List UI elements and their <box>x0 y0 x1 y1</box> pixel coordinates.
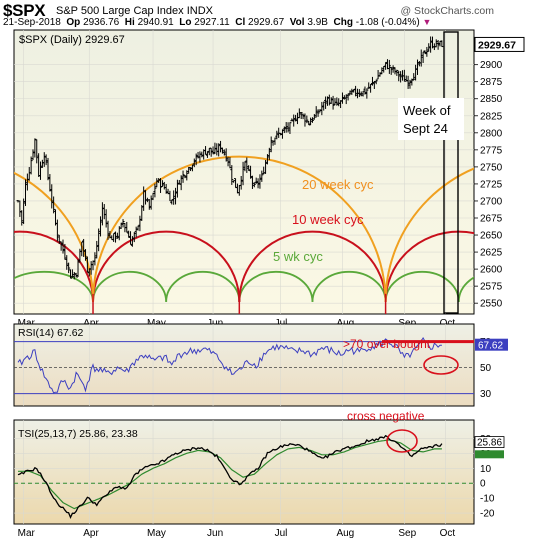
x-axis-month-label-bottom: May <box>147 528 166 539</box>
tsi-signal-line <box>18 439 442 510</box>
price-tick-label: 2575 <box>480 282 503 293</box>
price-tick-label: 2800 <box>480 128 503 139</box>
volume-label: Vol <box>289 17 305 28</box>
cycle-10wk-arc <box>14 230 95 302</box>
price-tick-label: 2700 <box>480 196 503 207</box>
volume-value: 3.9B <box>307 17 328 28</box>
change-down-icon: ▼ <box>422 17 432 27</box>
change-label: Chg <box>333 17 353 28</box>
cycle-10wk-label: 10 week cyc <box>292 212 364 227</box>
x-axis-month-label-bottom: Apr <box>83 528 99 539</box>
x-axis-month-label-bottom: Oct <box>440 528 456 539</box>
quote-date: 21-Sep-2018 <box>3 17 61 28</box>
rsi-line <box>17 337 442 394</box>
cycle-5wk-arc <box>14 271 94 302</box>
x-axis-month-label-bottom: Sep <box>398 528 416 539</box>
price-tick-label: 2550 <box>480 299 503 310</box>
symbol-title: $SPX <box>3 1 46 20</box>
cycle-10wk-arc <box>238 230 387 302</box>
sept24-label: Sept 24 <box>403 121 448 136</box>
x-axis-month-label-bottom: Mar <box>18 528 36 539</box>
cross-negative-annotation: cross negative <box>347 409 425 423</box>
tsi-signal-last-tag <box>475 450 504 459</box>
chart-header: $SPX S&P 500 Large Cap Index INDX @ Stoc… <box>0 0 534 30</box>
week-of-label: Week of <box>403 103 451 118</box>
cycle-10wk-arc <box>92 230 241 302</box>
tsi-tick-label: 10 <box>480 464 492 475</box>
cycle-5wk-label: 5 wk cyc <box>273 249 323 264</box>
close-value: 2929.67 <box>248 17 285 28</box>
price-tick-label: 2775 <box>480 145 503 156</box>
close-label: Cl <box>235 17 246 28</box>
open-value: 2936.76 <box>83 17 120 28</box>
index-fullname: S&P 500 Large Cap Index <box>56 5 184 17</box>
price-tick-label: 2725 <box>480 179 503 190</box>
rsi-last-value: 67.62 <box>478 341 503 352</box>
x-axis-month-label-bottom: Jul <box>275 528 288 539</box>
low-label: Lo <box>179 17 192 28</box>
price-tick-label: 2625 <box>480 248 503 259</box>
exchange-code: INDX <box>186 5 213 17</box>
x-axis-month-label-bottom: Aug <box>336 528 354 539</box>
cycle-5wk-arc <box>311 271 387 302</box>
tsi-last-value-tag <box>474 436 505 448</box>
price-panel-title: $SPX (Daily) 2929.67 <box>19 34 125 46</box>
price-tick-label: 2750 <box>480 162 503 173</box>
cross-negative-circle <box>386 429 418 453</box>
week-of-sept24-box <box>443 31 459 314</box>
tsi-tick-label: 0 <box>480 479 486 490</box>
x-axis-month-label-bottom: Jun <box>207 528 223 539</box>
tsi-tick-label: -10 <box>480 494 495 505</box>
last-value-tag <box>474 36 525 52</box>
rsi-panel-title: RSI(14) 67.62 <box>18 327 84 339</box>
cycle-5wk-arc <box>92 271 168 302</box>
cycle-10wk-arc <box>384 230 474 302</box>
tsi-panel: MarAprMayJunJulAugSepOct3020100-10-20TSI… <box>13 409 505 539</box>
rsi-tick-label: 50 <box>480 363 492 374</box>
overbought-circle <box>423 355 459 375</box>
rsi-last-value-tag <box>475 338 508 351</box>
price-tick-label: 2650 <box>480 231 503 242</box>
cycle-20wk-arc <box>14 171 95 302</box>
cycle-5wk-arc <box>238 271 314 302</box>
price-plot-area <box>13 29 475 315</box>
index-name: S&P 500 Large Cap Index INDX <box>56 5 213 17</box>
week-label-bg <box>398 98 464 140</box>
tsi-last-value: 25.86 <box>477 438 502 449</box>
brand-watermark[interactable]: @ StockCharts.com <box>400 5 494 17</box>
ohlc-readout: 21-Sep-2018 Op 2936.76 Hi 2940.91 Lo 292… <box>3 17 431 28</box>
tsi-panel-title: TSI(25,13,7) 25.86, 23.38 <box>18 428 138 440</box>
tsi-tick-label: -20 <box>480 509 495 520</box>
price-tick-label: 2875 <box>480 77 503 88</box>
cycle-20wk-arc <box>384 167 474 302</box>
high-label: Hi <box>124 17 135 28</box>
change-value: -1.08 (-0.04%) <box>355 17 420 28</box>
last-value-label: 2929.67 <box>478 39 516 51</box>
price-panel: 2550 2575 2600 2625 2650 2675 2700 2725 2750 2775… <box>13 29 525 329</box>
rsi-tick-label: 30 <box>480 389 492 400</box>
price-tick-label: 2600 <box>480 265 503 276</box>
high-value: 2940.91 <box>137 17 174 28</box>
overbought-highlight-band <box>382 340 474 344</box>
price-tick-label: 2850 <box>480 94 503 105</box>
tsi-line <box>17 434 443 520</box>
cycle-20wk-label: 20 week cyc <box>302 177 374 192</box>
price-tick-label: 2675 <box>480 214 503 225</box>
price-tick-label: 2900 <box>480 60 503 71</box>
cycle-5wk-arc <box>384 271 460 302</box>
overbought-annotation: >70 over bought <box>343 337 431 351</box>
cycle-5wk-arc <box>165 271 241 302</box>
price-tick-label: 2825 <box>480 111 503 122</box>
cycle-5wk-arc <box>457 276 474 302</box>
low-value: 2927.11 <box>194 17 230 28</box>
tsi-plot-area <box>13 419 475 525</box>
open-label: Op <box>66 17 81 28</box>
